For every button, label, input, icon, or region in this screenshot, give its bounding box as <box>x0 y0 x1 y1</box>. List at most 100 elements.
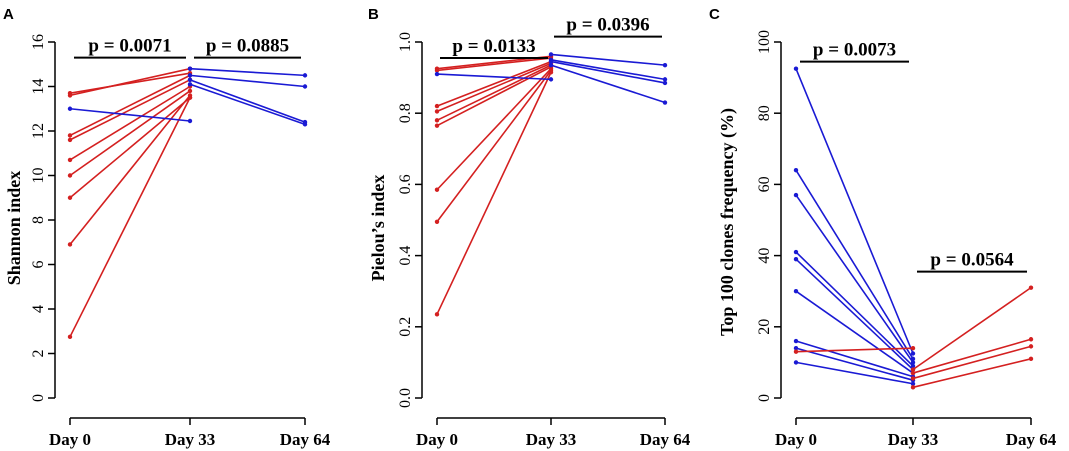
panel-c-data-point-blue <box>910 351 916 356</box>
panel-c: C Top 100 clones frequency (%) 0 20 40 60 80… <box>709 6 1057 449</box>
panel-c-p-value-label: p = 0.0564 <box>930 250 1014 271</box>
panel-a-series-line-red <box>69 94 191 245</box>
panel-c-series-line-blue <box>795 169 914 360</box>
panel-a-series-line-blue <box>189 79 306 123</box>
panel-b-data-point-blue <box>434 71 440 77</box>
panel-c-series-line-blue <box>795 68 914 354</box>
panel-b-data-point-red <box>434 187 440 192</box>
panel-b-data-point-red <box>434 68 440 73</box>
panel-c-p-value-label: p = 0.0073 <box>813 40 896 61</box>
panel-a-y-tick-label: 0 <box>30 394 47 402</box>
panel-c-data-point-blue <box>910 363 916 369</box>
panel-b-x-tick-label: Day 33 <box>526 430 577 449</box>
panel-a-data-point-red <box>67 334 73 340</box>
panel-letter-b: B <box>368 6 379 23</box>
panel-b-data-point-red <box>434 312 440 317</box>
panel-c-data-point-red <box>1028 337 1034 342</box>
panel-c-series-line-red <box>795 347 914 353</box>
panel-a-y-tick-label: 14 <box>30 79 47 95</box>
panel-b-data-point-blue <box>662 80 668 86</box>
panel-a-y-tick-label: 10 <box>30 168 47 184</box>
panel-b-plot-area: 0.0 0.2 0.4 0.6 0.8 1.0 Day 0 Day 33 Day 64 p = 0… <box>397 15 691 449</box>
panel-letter-c: C <box>709 6 720 23</box>
panel-b-data-point-red <box>434 109 440 114</box>
panel-b-series-line-red <box>436 69 552 223</box>
panel-b-data-point-blue <box>662 62 668 68</box>
panel-a-data-point-red <box>67 173 73 178</box>
panel-a-x-tick-label: Day 33 <box>165 430 216 449</box>
panel-b-series-line-blue <box>550 53 666 66</box>
panel-b: B Pielou’s index 0.0 0.2 0.4 0.6 0.8 1.0 Day 0… <box>368 6 691 449</box>
panel-a-y-tick-label: 8 <box>30 216 47 224</box>
panel-a-plot-area: 0 2 4 6 8 10 12 14 16 Day 0 Day 33 Day 64 p = 0.0071… <box>30 34 331 449</box>
panel-b-data-point-blue <box>662 77 668 82</box>
panel-c-y-tick-label: 60 <box>756 176 773 192</box>
panel-a-data-point-blue <box>302 84 308 89</box>
panel-a-series-line-blue <box>189 67 306 77</box>
panel-c-series-line-blue <box>795 194 914 363</box>
panel-c-x-tick-label: Day 0 <box>775 430 817 449</box>
panel-c-data-point-blue <box>793 167 799 173</box>
panel-a-data-point-blue <box>187 66 193 71</box>
panel-b-data-point-blue <box>548 59 554 64</box>
panel-c-x-tick-label: Day 33 <box>888 430 939 449</box>
panel-a-series-line-red <box>69 74 191 137</box>
panel-b-series-line-blue <box>550 60 666 84</box>
panel-a-p-value-label: p = 0.0885 <box>206 36 289 57</box>
panel-c-data-point-red <box>1028 344 1034 349</box>
panel-a-y-axis-label: Shannon index <box>4 171 24 286</box>
panel-a-y-tick-label: 4 <box>30 305 47 313</box>
panel-c-series-line-blue <box>795 258 914 371</box>
panel-c-data-point-blue <box>793 360 799 365</box>
panel-a-data-point-blue <box>302 73 308 78</box>
panel-a-data-point-red <box>67 195 73 200</box>
panel-c-data-point-red <box>910 345 916 351</box>
panel-b-y-tick-label: 0.0 <box>397 388 414 408</box>
panel-a: A Shannon index 0 2 4 6 8 10 12 14 16 Day 0 Day 33… <box>3 6 331 449</box>
panel-a-data-point-red <box>67 133 73 138</box>
panel-c-y-tick-label: 0 <box>756 394 773 402</box>
panel-b-series-line-blue <box>550 59 666 81</box>
panel-c-plot-area: 0 20 40 60 80 100 Day 0 Day 33 Day 64 p = 0.0073 p… <box>756 30 1057 449</box>
panel-c-data-point-blue <box>793 345 799 351</box>
panel-a-series-line-red <box>69 85 191 161</box>
panel-b-series-line-red <box>436 68 552 191</box>
panel-c-series-line-red <box>912 345 1032 380</box>
panel-a-data-point-blue <box>187 82 193 87</box>
panel-c-series-line-blue <box>795 251 914 367</box>
panel-b-data-point-red <box>434 219 440 224</box>
panel-b-data-point-red <box>434 123 440 128</box>
panel-c-data-point-red <box>910 367 916 372</box>
panel-c-data-point-red <box>910 385 916 390</box>
panel-c-y-tick-label: 100 <box>756 30 773 54</box>
panel-b-p-value-label: p = 0.0133 <box>452 36 535 57</box>
panel-b-y-tick-label: 0.4 <box>397 246 414 266</box>
panel-a-data-point-blue <box>187 73 193 78</box>
panel-a-y-tick-label: 6 <box>30 261 47 269</box>
panel-c-y-tick-label: 80 <box>756 105 773 121</box>
panel-b-y-tick-label: 0.6 <box>397 174 414 194</box>
panel-c-data-point-red <box>910 376 916 381</box>
panel-c-x-tick-label: Day 64 <box>1006 430 1057 449</box>
panel-b-series-line-red <box>436 71 552 315</box>
panel-a-data-point-red <box>187 88 193 94</box>
panel-c-y-axis-label: Top 100 clones frequency (%) <box>717 108 738 336</box>
panel-c-series-line-blue <box>795 340 914 378</box>
panel-b-series-line-red <box>436 64 552 122</box>
panel-c-series-line-red <box>912 338 1032 374</box>
panel-b-data-point-red <box>434 103 440 109</box>
panel-b-data-point-blue <box>548 77 554 82</box>
panel-c-y-tick-label: 40 <box>756 248 773 264</box>
panel-a-series-line-red <box>69 72 191 94</box>
panel-c-y-tick-label: 20 <box>756 319 773 335</box>
panel-a-y-tick-label: 16 <box>30 34 47 50</box>
panel-b-data-point-red <box>548 70 554 75</box>
panel-a-series-line-blue <box>189 83 306 126</box>
panel-a-series-line-red <box>69 97 191 338</box>
panel-b-y-tick-label: 1.0 <box>397 32 414 52</box>
panel-b-data-point-blue <box>548 52 554 57</box>
panel-a-series-line-red <box>69 97 191 199</box>
panel-c-series-line-red <box>912 358 1032 389</box>
panel-a-x-tick-label: Day 0 <box>49 430 91 449</box>
